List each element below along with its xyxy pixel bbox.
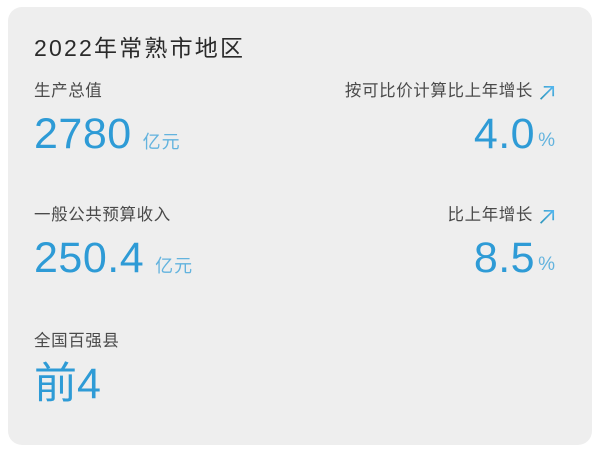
metric-gdp-unit: 亿元 <box>142 132 181 152</box>
metric-national-ranking-value: 前4 <box>34 360 101 408</box>
metric-gdp-label: 生产总值 <box>34 82 103 100</box>
metric-budget-revenue-growth-label-wrap: 比上年增长 <box>448 203 557 227</box>
metric-budget-revenue-growth-label: 比上年增长 <box>447 206 533 224</box>
arrow-up-right-icon <box>539 84 556 101</box>
metric-budget-revenue-label: 一般公共预算收入 <box>34 206 171 224</box>
metric-budget-revenue: 一般公共预算收入 250.4 亿元 <box>34 203 193 283</box>
metric-gdp-growth-value-row: 4.0 % <box>345 109 556 159</box>
metric-national-ranking-label: 全国百强县 <box>34 332 120 350</box>
metric-budget-revenue-growth: 比上年增长 <box>448 203 557 283</box>
metric-row-gdp: 生产总值 2780 亿元 按可比价计算比上年增长 <box>8 79 592 169</box>
metric-row-national-ranking: 全国百强县 前4 <box>8 329 592 419</box>
metric-gdp-growth: 按可比价计算比上年增长 <box>345 79 556 159</box>
statistics-card: 2022年常熟市地区 生产总值 2780 亿元 按可比价计算比上年增长 <box>8 7 592 445</box>
metric-gdp-growth-label-wrap: 按可比价计算比上年增长 <box>345 79 556 103</box>
metric-budget-revenue-growth-value-row: 8.5 % <box>448 233 557 283</box>
metric-gdp-growth-value: 4.0 <box>473 110 536 158</box>
metric-budget-revenue-growth-unit: % <box>538 254 556 275</box>
metric-national-ranking: 全国百强县 前4 <box>34 329 120 409</box>
metric-row-budget-revenue: 一般公共预算收入 250.4 亿元 比上年增长 <box>8 203 592 293</box>
metric-gdp-growth-label: 按可比价计算比上年增长 <box>344 82 533 100</box>
metric-gdp: 生产总值 2780 亿元 <box>34 79 181 159</box>
page-title: 2022年常熟市地区 <box>34 35 246 61</box>
metric-gdp-value-row: 2780 亿元 <box>34 109 181 159</box>
metric-budget-revenue-growth-value: 8.5 <box>473 234 536 282</box>
metric-budget-revenue-value-row: 250.4 亿元 <box>34 233 193 283</box>
arrow-up-right-icon <box>539 208 556 225</box>
metric-budget-revenue-unit: 亿元 <box>155 256 194 276</box>
metric-national-ranking-value-row: 前4 <box>34 359 120 409</box>
metric-gdp-growth-unit: % <box>538 130 556 151</box>
metric-budget-revenue-value: 250.4 <box>34 234 145 282</box>
metric-gdp-value: 2780 <box>34 110 132 158</box>
